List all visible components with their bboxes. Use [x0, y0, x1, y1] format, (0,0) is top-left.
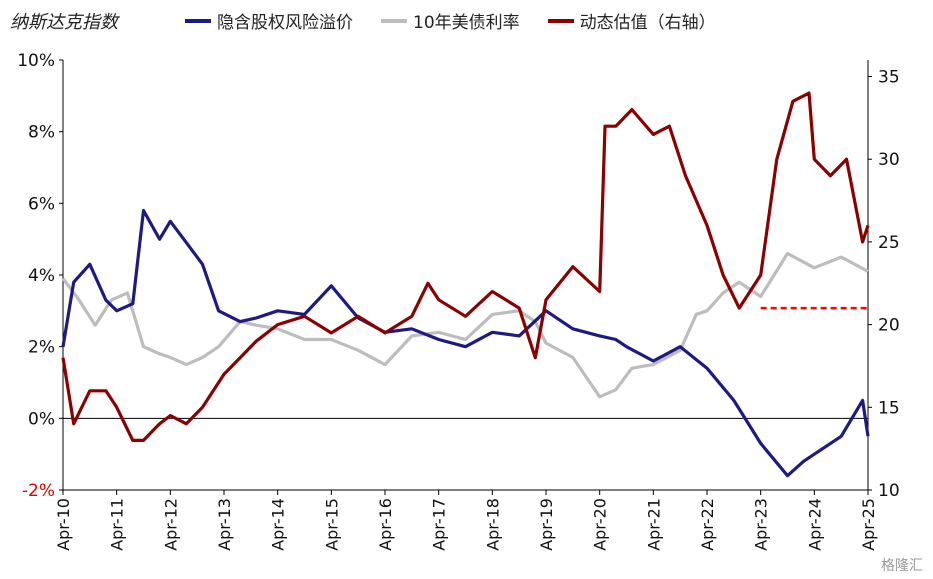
left-axis-tick-label: 0%	[28, 409, 55, 429]
x-axis-tick-label: Apr-11	[108, 498, 127, 551]
left-axis-tick-label: 4%	[28, 266, 55, 286]
legend-label-valuation: 动态估值（右轴）	[579, 13, 716, 33]
x-axis-tick-label: Apr-21	[644, 498, 663, 551]
left-axis-tick-label: 10%	[17, 51, 55, 71]
legend-item-valuation: 动态估值（右轴）	[547, 8, 716, 33]
x-axis-tick-label: Apr-16	[376, 498, 395, 551]
legend-swatch-valuation	[547, 18, 574, 23]
left-axis-tick-label: 6%	[28, 194, 55, 214]
legend-swatch-erp	[185, 18, 211, 23]
erp-series-line	[61, 208, 870, 478]
x-axis-tick-label: Apr-20	[591, 498, 610, 551]
x-axis-tick-label: Apr-18	[483, 498, 502, 551]
left-axis-tick-label: -2%	[22, 481, 55, 501]
x-axis-tick-label: Apr-17	[430, 498, 449, 551]
right-axis-tick-label: 25	[878, 233, 900, 253]
right-axis-tick-label: 10	[878, 481, 900, 501]
legend-label-treasury: 10年美债利率	[413, 13, 520, 33]
legend-swatch-treasury	[381, 18, 407, 23]
x-axis-tick-label: Apr-19	[537, 498, 556, 551]
legend-item-erp: 隐含股权风险溢价	[185, 8, 353, 33]
x-axis-tick-label: Apr-24	[805, 498, 824, 551]
legend-item-treasury: 10年美债利率	[381, 8, 520, 33]
x-axis-tick-label: Apr-15	[322, 498, 341, 551]
right-axis-tick-label: 20	[878, 316, 900, 336]
chart-title: 纳斯达克指数	[10, 12, 118, 33]
watermark-logo: 格隆汇	[881, 558, 923, 574]
legend: 隐含股权风险溢价 10年美债利率 动态估值（右轴）	[185, 8, 744, 33]
legend-label-erp: 隐含股权风险溢价	[217, 13, 353, 33]
x-axis-tick-label: Apr-13	[215, 498, 234, 551]
x-axis-tick-label: Apr-25	[859, 498, 878, 551]
x-axis-tick-label: Apr-10	[54, 498, 73, 551]
left-axis-tick-label: 2%	[28, 338, 55, 358]
right-axis-tick-label: 35	[878, 68, 900, 88]
x-axis-tick-label: Apr-23	[752, 498, 771, 551]
right-axis-tick-label: 15	[878, 398, 900, 418]
valuation-series-line	[61, 91, 870, 442]
right-axis-tick-label: 30	[878, 150, 900, 170]
x-axis-tick-label: Apr-22	[698, 498, 717, 551]
left-axis-tick-label: 8%	[28, 123, 55, 143]
x-axis-tick-label: Apr-12	[161, 498, 180, 551]
treasury-series-line	[61, 251, 869, 399]
x-axis-tick-label: Apr-14	[269, 498, 288, 551]
